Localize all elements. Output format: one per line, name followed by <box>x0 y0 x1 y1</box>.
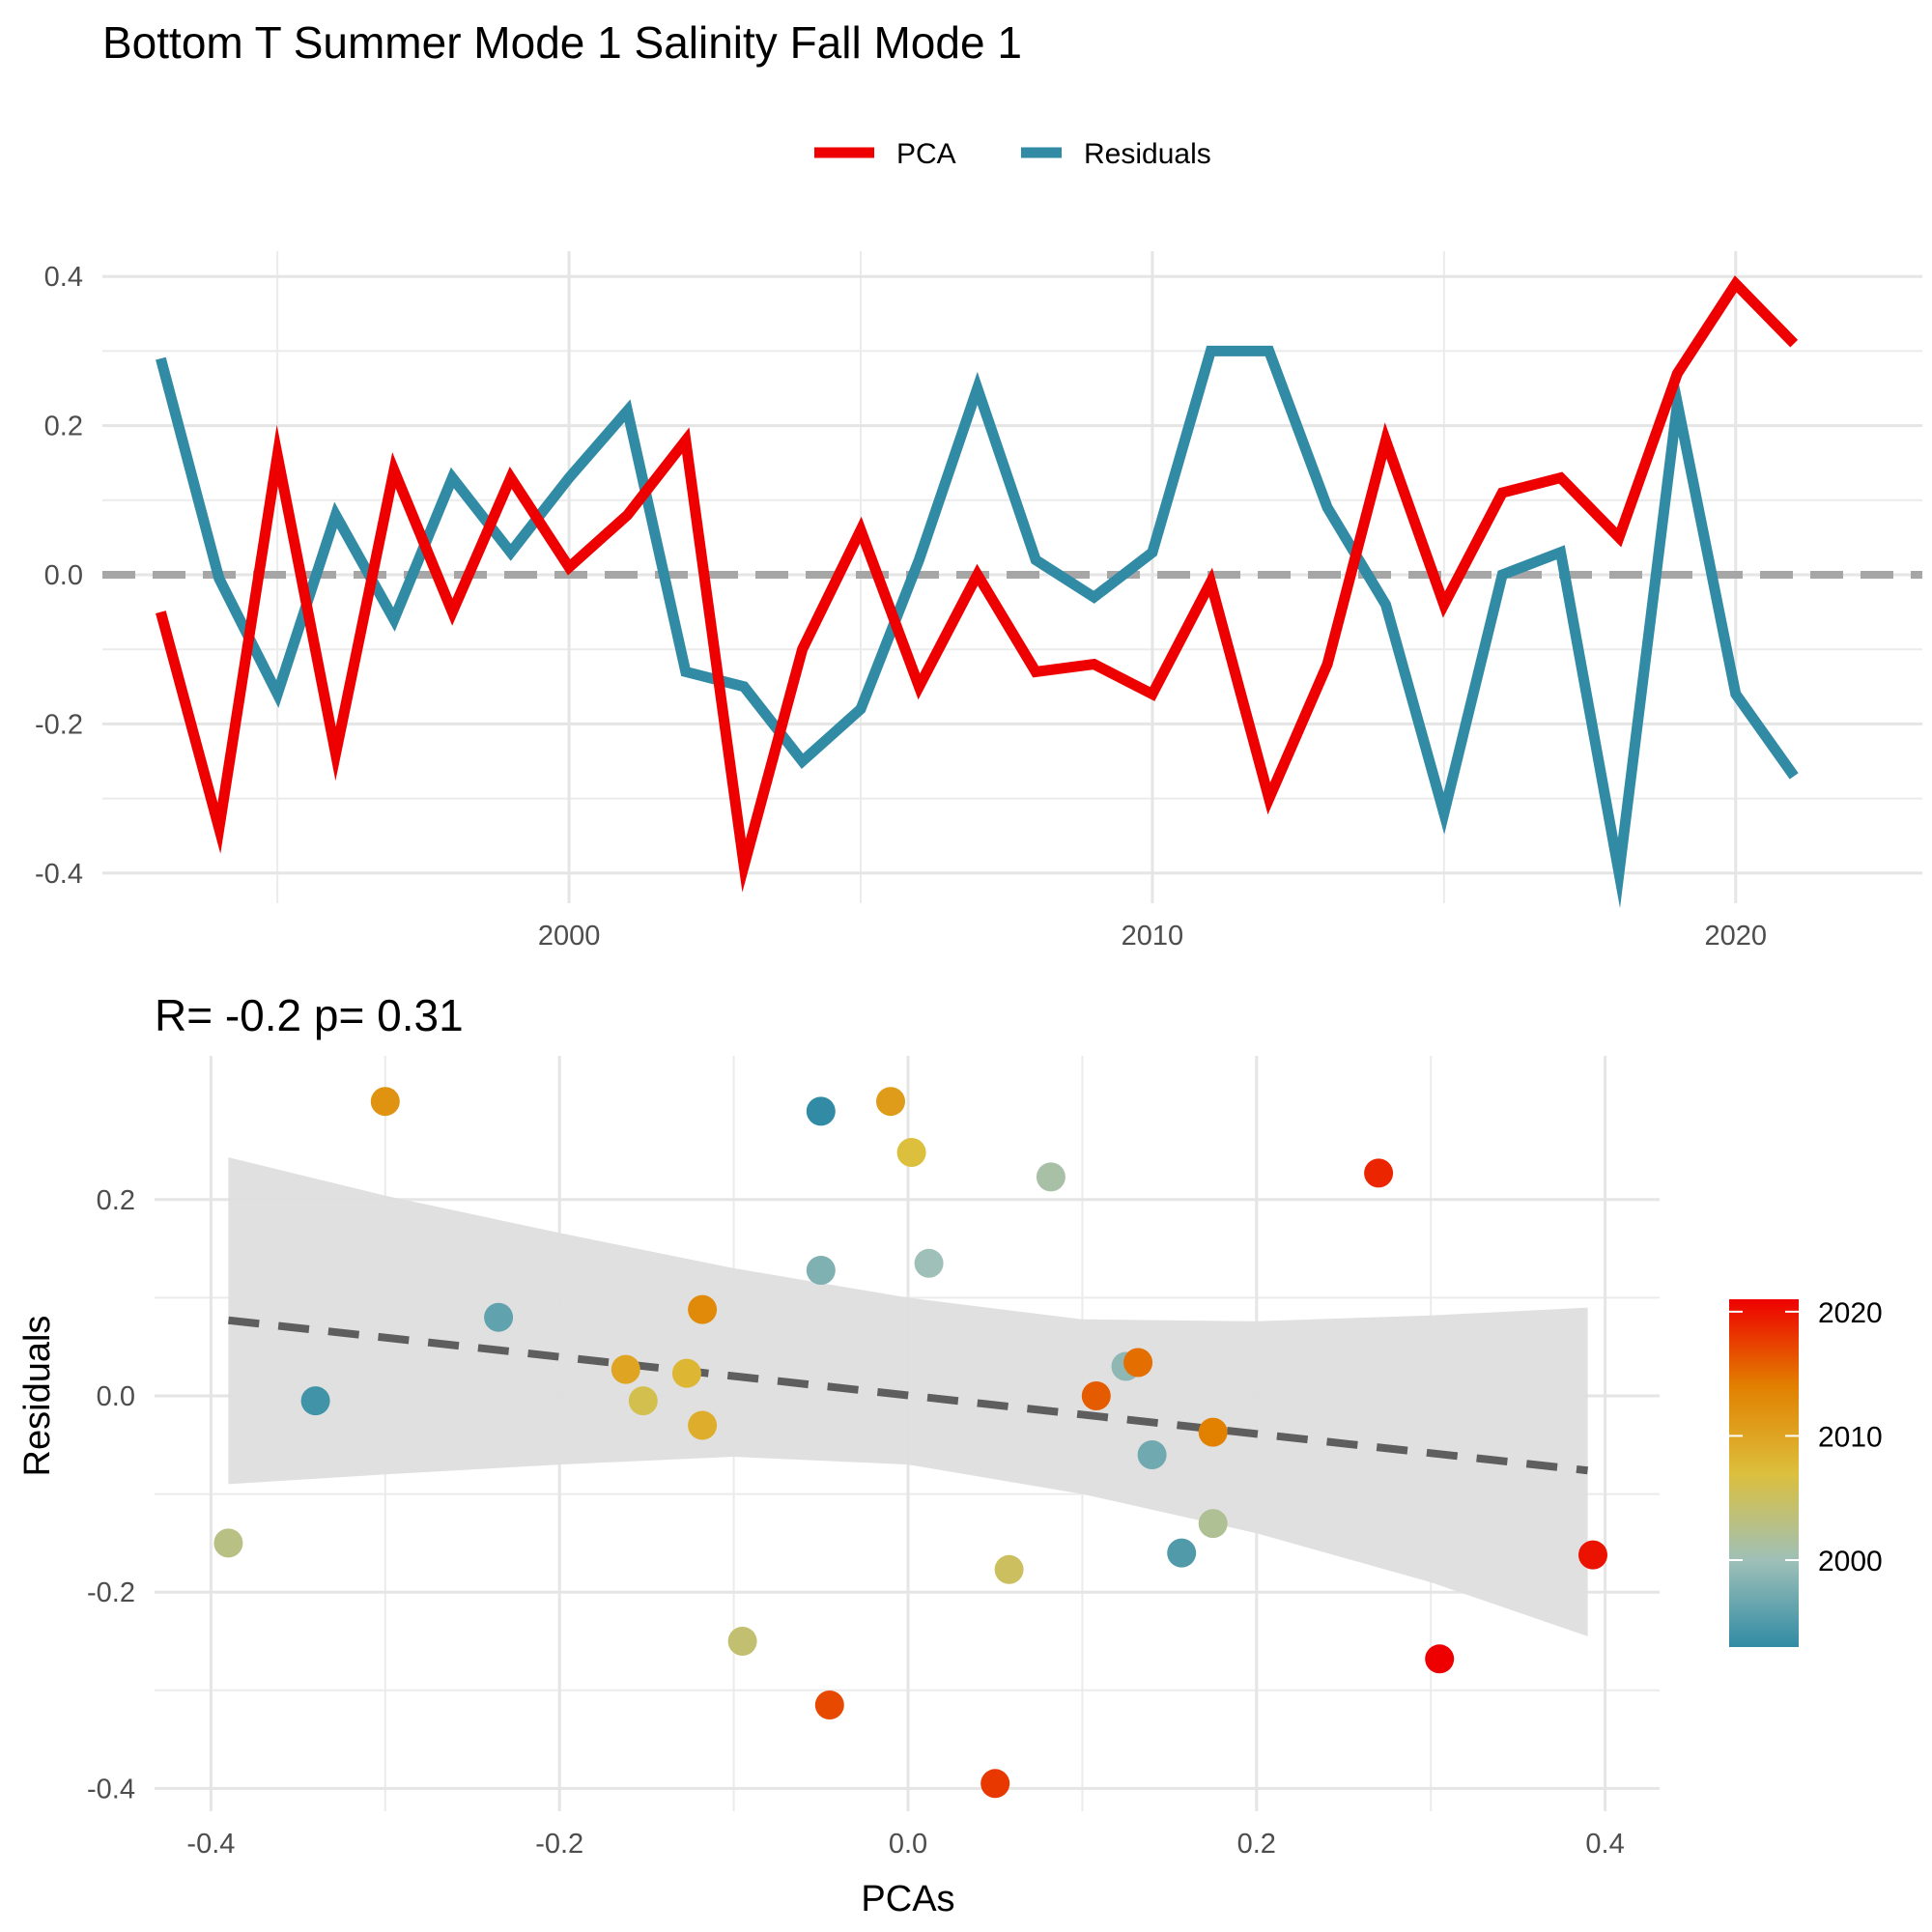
scatter-point <box>688 1294 718 1324</box>
x-axis-title: PCAs <box>861 1879 954 1919</box>
y-tick-label: -0.2 <box>87 1577 135 1608</box>
scatter-point <box>370 1087 400 1117</box>
x-tick-label: -0.2 <box>535 1829 583 1860</box>
scatter-point <box>688 1410 718 1440</box>
x-tick-label: 2010 <box>1122 921 1184 952</box>
scatter-point <box>876 1087 905 1117</box>
scatter-point <box>980 1769 1010 1799</box>
x-tick-label: 2000 <box>538 921 601 952</box>
confidence-band <box>228 1157 1588 1636</box>
legend-label-residuals: Residuals <box>1084 138 1211 170</box>
y-tick-label: 0.0 <box>97 1381 135 1412</box>
y-tick-label: -0.2 <box>35 709 83 740</box>
scatter-point <box>1198 1417 1228 1447</box>
scatter-point <box>484 1302 514 1332</box>
x-tick-label: 2020 <box>1705 921 1768 952</box>
colorbar-tick-label: 2000 <box>1818 1546 1883 1577</box>
y-tick-label: -0.4 <box>35 859 83 890</box>
scatter-point <box>1081 1381 1111 1410</box>
colorbar-tick-label: 2020 <box>1818 1297 1883 1329</box>
colorbar-gradient <box>1729 1299 1799 1647</box>
scatter-point <box>914 1248 944 1278</box>
x-tick-label: 0.2 <box>1237 1829 1276 1860</box>
series-line-pca <box>156 275 1799 893</box>
scatter-point <box>814 1690 844 1719</box>
scatter-point <box>1364 1158 1394 1188</box>
scatter-point <box>806 1256 836 1285</box>
y-tick-label: 0.2 <box>44 412 83 442</box>
scatter-point <box>727 1627 757 1656</box>
x-tick-label: 0.0 <box>889 1829 927 1860</box>
scatter-point <box>1425 1644 1455 1674</box>
scatter-panel: -0.4 -0.2 0.0 0.2 0.4 -0.4 -0.2 0.0 0.2 <box>87 1056 1660 1860</box>
scatter-point <box>300 1386 330 1416</box>
scatter-point <box>896 1138 926 1167</box>
time-series-panel: -0.4 -0.2 0.0 0.2 0.4 2000 2010 2020 <box>35 251 1922 952</box>
y-tick-label: -0.4 <box>87 1774 135 1804</box>
x-tick-label: 0.4 <box>1585 1829 1624 1860</box>
scatter-point <box>1578 1540 1607 1570</box>
scatter-point <box>1036 1162 1065 1192</box>
y-tick-label: 0.0 <box>44 560 83 591</box>
series-line-residuals <box>156 345 1799 909</box>
scatter-point <box>213 1528 243 1558</box>
y-tick-label: 0.4 <box>44 262 83 293</box>
scatter-point <box>628 1386 658 1416</box>
scatter-point <box>994 1554 1024 1584</box>
scatter-point <box>806 1096 836 1126</box>
scatter-point <box>1167 1538 1197 1568</box>
scatter-point <box>671 1358 701 1388</box>
legend-label-pca: PCA <box>896 138 956 170</box>
scatter-point <box>1123 1348 1153 1378</box>
scatter-title: R= -0.2 p= 0.31 <box>155 990 464 1040</box>
figure-title: Bottom T Summer Mode 1 Salinity Fall Mod… <box>102 17 1022 68</box>
colorbar: 2000 2010 2020 <box>1729 1297 1883 1647</box>
scatter-point <box>1198 1509 1228 1539</box>
y-tick-label: 0.2 <box>97 1185 135 1216</box>
legend: PCA Residuals <box>814 138 1211 170</box>
regression-trend-line <box>228 1316 1588 1475</box>
scatter-point <box>1137 1440 1167 1469</box>
y-axis-title: Residuals <box>17 1316 58 1477</box>
scatter-point <box>611 1354 640 1384</box>
x-tick-label: -0.4 <box>186 1829 235 1860</box>
colorbar-tick-label: 2010 <box>1818 1421 1883 1453</box>
